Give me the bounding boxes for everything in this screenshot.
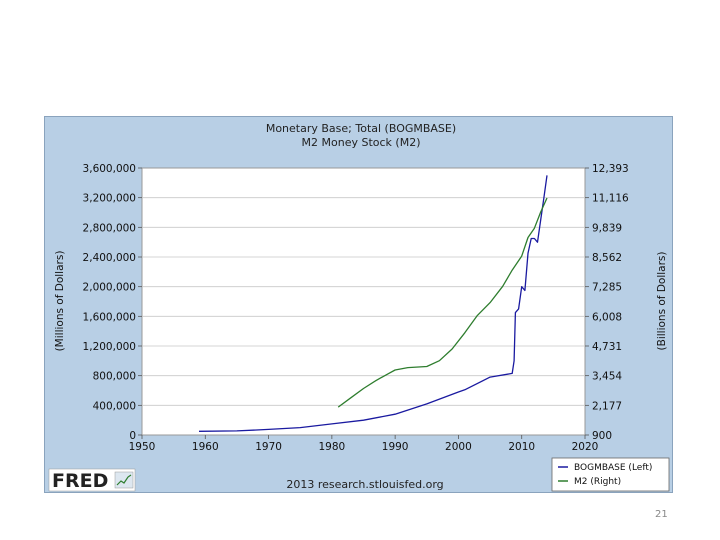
plot-area bbox=[141, 167, 586, 436]
x-tick-label: 2020 bbox=[572, 441, 599, 453]
y-tick-label-right: 11,116 bbox=[592, 193, 629, 205]
y-tick-label-right: 3,454 bbox=[592, 371, 622, 383]
fred-logo[interactable]: FRED bbox=[48, 468, 136, 492]
legend-label-m2: M2 (Right) bbox=[574, 477, 621, 487]
y-tick-label-right: 900 bbox=[592, 430, 612, 442]
y-tick-label-right: 4,731 bbox=[592, 341, 622, 353]
grid-layer bbox=[142, 197, 585, 406]
y-tick-label-left: 2,000,000 bbox=[83, 282, 136, 294]
y-tick-label-right: 2,177 bbox=[592, 400, 622, 412]
legend-label-bogmbase: BOGMBASE (Left) bbox=[574, 463, 652, 473]
fred-logo-chart-icon bbox=[114, 471, 134, 489]
x-tick-label: 1960 bbox=[192, 441, 219, 453]
y-tick-label-left: 0 bbox=[129, 430, 136, 442]
series-layer bbox=[198, 175, 548, 432]
x-tick-label: 1950 bbox=[129, 441, 156, 453]
fred-logo-box bbox=[48, 468, 136, 492]
x-tick-label: 1980 bbox=[318, 441, 345, 453]
chart-panel: Monetary Base; Total (BOGMBASE) M2 Money… bbox=[44, 116, 673, 493]
y-tick-label-left: 1,600,000 bbox=[83, 311, 136, 323]
chart-svg: Monetary Base; Total (BOGMBASE) M2 Money… bbox=[48, 122, 670, 492]
y-tick-label-left: 800,000 bbox=[93, 371, 136, 383]
x-tick-label: 1990 bbox=[382, 441, 409, 453]
legend: BOGMBASE (Left) M2 (Right) bbox=[551, 457, 670, 492]
y-axis-left-label: (Millions of Dollars) bbox=[54, 251, 66, 352]
fred-logo-text: FRED bbox=[52, 470, 108, 492]
y-axis-right-label: (Billions of Dollars) bbox=[656, 252, 668, 351]
y-tick-label-left: 2,800,000 bbox=[83, 222, 136, 234]
y-tick-label-right: 8,562 bbox=[592, 252, 622, 264]
y-tick-label-left: 1,200,000 bbox=[83, 341, 136, 353]
series-line-m2 bbox=[337, 197, 548, 408]
x-tick-label: 1970 bbox=[255, 441, 282, 453]
chart-title-line-2: M2 Money Stock (M2) bbox=[302, 136, 421, 149]
y-tick-label-right: 12,393 bbox=[592, 163, 629, 175]
chart-title-line-1: Monetary Base; Total (BOGMBASE) bbox=[266, 122, 456, 135]
page-number: 21 bbox=[655, 509, 668, 520]
y-tick-label-left: 2,400,000 bbox=[83, 252, 136, 264]
series-line-bogmbase bbox=[198, 175, 548, 432]
y-tick-label-left: 3,600,000 bbox=[83, 163, 136, 175]
legend-box bbox=[551, 457, 670, 492]
x-tick-label: 2010 bbox=[508, 441, 535, 453]
source-text: 2013 research.stlouisfed.org bbox=[286, 478, 443, 491]
y-tick-label-right: 7,285 bbox=[592, 282, 622, 294]
y-tick-label-right: 6,008 bbox=[592, 311, 622, 323]
fred-logo-chart-line-icon bbox=[116, 474, 132, 486]
y-tick-label-left: 400,000 bbox=[93, 400, 136, 412]
x-tick-label: 2000 bbox=[445, 441, 472, 453]
y-tick-label-right: 9,839 bbox=[592, 222, 622, 234]
y-tick-label-left: 3,200,000 bbox=[83, 193, 136, 205]
tick-layer: 0 900 400,000 2,177 800,000 3,454 1,200,000 4,7… bbox=[83, 163, 630, 453]
